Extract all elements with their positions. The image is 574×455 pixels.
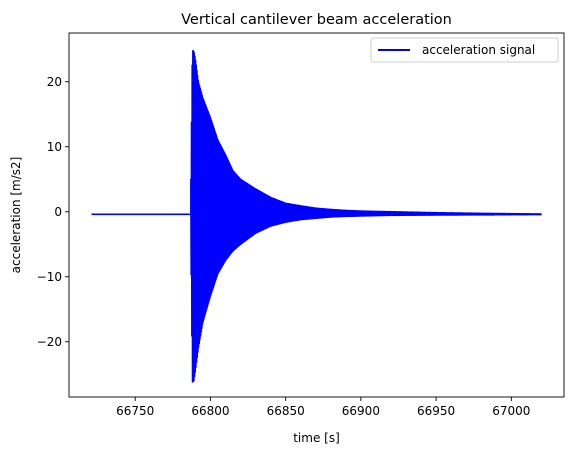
x-tick-label: 67000 [492, 404, 530, 418]
y-tick-label: 20 [47, 75, 62, 89]
x-tick-label: 66950 [417, 404, 455, 418]
y-tick-label: −10 [37, 270, 62, 284]
chart-title: Vertical cantilever beam acceleration [181, 12, 452, 28]
axis-ticks: 66750 66800 66850 66900 66950 67000 20 10 0 −10 −2… [37, 75, 531, 418]
x-axis-label: time [s] [293, 431, 340, 445]
y-tick-label: −20 [37, 335, 62, 349]
x-tick-label: 66850 [267, 404, 305, 418]
x-tick-label: 66750 [116, 404, 154, 418]
x-tick-label: 66900 [342, 404, 380, 418]
x-tick-label: 66800 [191, 404, 229, 418]
legend: acceleration signal [370, 37, 559, 63]
acceleration-signal-line [91, 49, 542, 383]
y-tick-label: 10 [47, 140, 62, 154]
y-axis-label: acceleration [m/s2] [9, 157, 23, 274]
legend-box [370, 37, 559, 63]
y-tick-label: 0 [54, 205, 62, 219]
legend-label: acceleration signal [422, 43, 535, 57]
plot-area [91, 49, 542, 383]
axes-frame [68, 32, 565, 398]
